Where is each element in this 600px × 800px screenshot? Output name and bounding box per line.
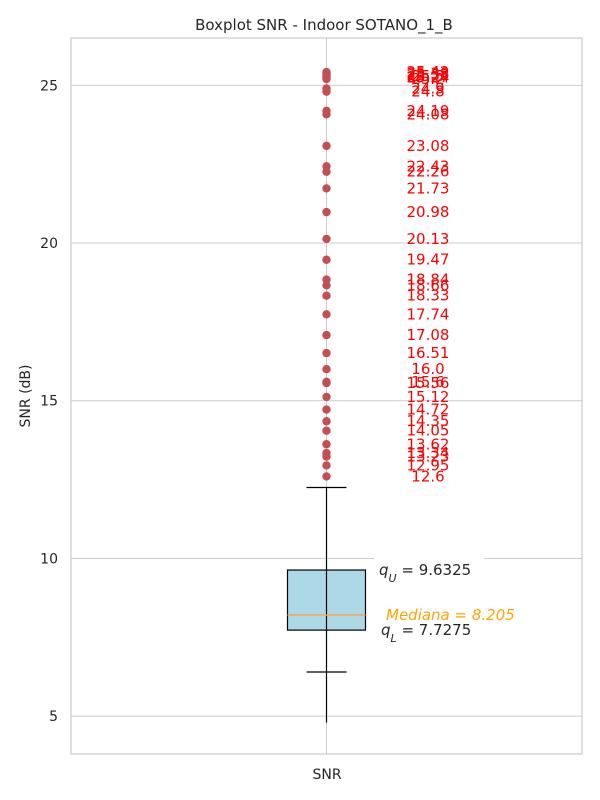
y-tick-label: 5	[49, 709, 58, 725]
outlier-label: 13.34	[407, 444, 450, 462]
outlier-point	[322, 184, 331, 193]
outlier-label: 25.24	[407, 69, 450, 87]
outlier-label: 18.84	[407, 271, 450, 289]
outlier-point	[322, 106, 331, 116]
q1-label: qL = 7.7275	[381, 621, 471, 645]
outlier-point	[322, 392, 331, 402]
outlier-label: 25.33	[407, 66, 450, 84]
outlier-label: 25.27	[407, 68, 450, 86]
outlier-points	[322, 67, 331, 481]
y-tick-label: 15	[40, 394, 58, 410]
outlier-point	[322, 84, 331, 93]
outlier-point	[322, 448, 331, 458]
outlier-point	[322, 162, 331, 171]
outlier-point	[322, 207, 331, 217]
outlier-label: 23.08	[407, 137, 450, 155]
outlier-label: 21.73	[407, 179, 450, 197]
outlier-label: 22.43	[407, 157, 450, 175]
outlier-label: 24.8	[411, 83, 444, 101]
q3-label-bg	[374, 558, 484, 583]
outlier-label: 24.19	[407, 102, 450, 120]
outlier-point	[322, 405, 331, 414]
outlier-label: 25.38	[407, 64, 450, 82]
outlier-label: 25.42	[407, 63, 450, 81]
outlier-label: 25.2	[411, 70, 444, 88]
x-tick-label: SNR	[312, 767, 341, 783]
outlier-value-labels: 12.612.9513.2313.3413.6214.0514.3514.721…	[407, 63, 450, 485]
outlier-label: 18.33	[407, 287, 450, 305]
outlier-label: 13.23	[407, 448, 450, 466]
outlier-label: 15.12	[407, 388, 450, 406]
outlier-point	[322, 330, 331, 340]
outlier-point	[322, 426, 331, 435]
outlier-point	[322, 234, 331, 244]
outlier-label: 14.05	[407, 422, 450, 440]
outlier-label: 12.95	[407, 456, 450, 474]
y-tick-labels: 5 10 15 20 25	[40, 78, 58, 725]
outlier-label: 15.56	[407, 374, 450, 392]
outlier-point	[322, 310, 331, 319]
outlier-label: 17.08	[407, 326, 450, 344]
outlier-label: 25.3	[411, 67, 444, 85]
median-label: Mediana = 8.205	[386, 606, 515, 624]
outlier-label: 16.0	[411, 360, 444, 378]
outlier-label: 16.51	[407, 344, 450, 362]
outlier-point	[322, 377, 331, 387]
y-tick-label: 25	[40, 78, 58, 94]
y-axis-label: SNR (dB)	[18, 365, 34, 428]
outlier-label: 18.66	[407, 276, 450, 294]
box-plot	[286, 486, 367, 723]
outlier-label: 14.72	[407, 401, 450, 419]
outlier-label: 15.6	[411, 373, 444, 391]
outlier-label: 13.62	[407, 435, 450, 453]
outlier-point	[322, 472, 331, 481]
outlier-label: 19.47	[407, 251, 450, 269]
chart-title: Boxplot SNR - Indoor SOTANO_1_B	[195, 16, 453, 35]
outlier-label: 12.6	[411, 467, 444, 485]
q3-label: qU = 9.6325	[379, 561, 471, 585]
y-tick-label: 10	[40, 551, 58, 567]
outlier-label: 20.98	[407, 203, 450, 221]
outlier-point	[322, 440, 331, 449]
outlier-label: 22.26	[407, 163, 450, 181]
outlier-label: 20.13	[407, 230, 450, 248]
outlier-label: 14.35	[407, 412, 450, 430]
outlier-point	[322, 364, 331, 374]
outlier-point	[322, 275, 331, 284]
outlier-point	[322, 67, 331, 77]
outlier-point	[322, 141, 331, 151]
outlier-point	[322, 255, 331, 264]
outlier-label: 17.74	[407, 305, 450, 323]
outlier-point	[322, 348, 331, 358]
outlier-point	[322, 417, 331, 426]
outlier-point	[322, 291, 331, 300]
outlier-label: 24.9	[411, 79, 444, 97]
outlier-point	[322, 461, 331, 470]
y-tick-label: 20	[40, 236, 58, 252]
outlier-label: 24.08	[407, 105, 450, 123]
